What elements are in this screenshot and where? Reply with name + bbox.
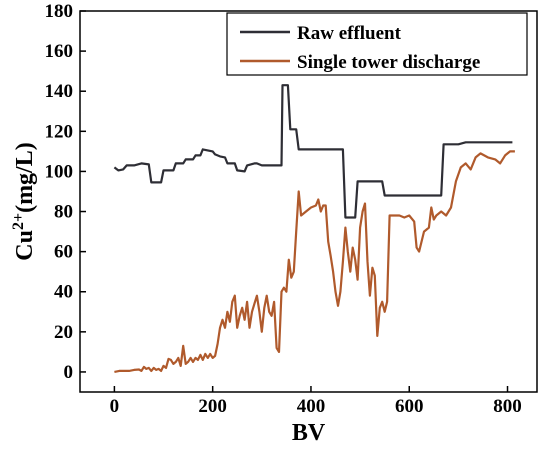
x-tick-label: 800	[493, 396, 522, 417]
legend-label: Single tower discharge	[297, 52, 480, 73]
x-axis-title: BV	[292, 420, 326, 446]
y-axis-title-superscript: 2+	[10, 213, 27, 230]
y-tick-label: 160	[45, 41, 74, 62]
plot-area	[113, 84, 515, 373]
y-tick-label: 60	[54, 242, 73, 263]
legend: Raw effluent Single tower discharge	[226, 12, 528, 76]
y-tick-label: 140	[45, 81, 74, 102]
y-tick-label: 40	[54, 282, 73, 303]
y-axis-title: Cu2+(mg/L)	[10, 142, 38, 260]
y-tick-label: 80	[54, 202, 73, 223]
y-tick-label: 20	[54, 322, 73, 343]
x-tick-label: 0	[110, 396, 120, 417]
series-line-single-tower-discharge	[114, 150, 515, 373]
y-tick-label: 120	[45, 121, 74, 142]
plot-frame	[79, 10, 538, 393]
y-axis-title-base: Cu	[12, 230, 38, 261]
y-axis-title-unit: (mg/L)	[12, 142, 38, 213]
y-tick-label: 100	[45, 161, 74, 182]
x-tick-label: 400	[297, 396, 326, 417]
series-line-raw-effluent	[113, 84, 513, 219]
legend-label: Raw effluent	[297, 23, 402, 44]
axis-ticks	[80, 10, 509, 392]
legend-box	[226, 12, 528, 76]
tick-labels: 0 200 400 600 800 0 20 40 60 80 100 120 140 160 180	[45, 1, 522, 417]
x-tick-label: 200	[198, 396, 227, 417]
y-tick-label: 180	[45, 1, 74, 22]
x-tick-label: 600	[395, 396, 424, 417]
y-tick-label: 0	[64, 362, 74, 383]
